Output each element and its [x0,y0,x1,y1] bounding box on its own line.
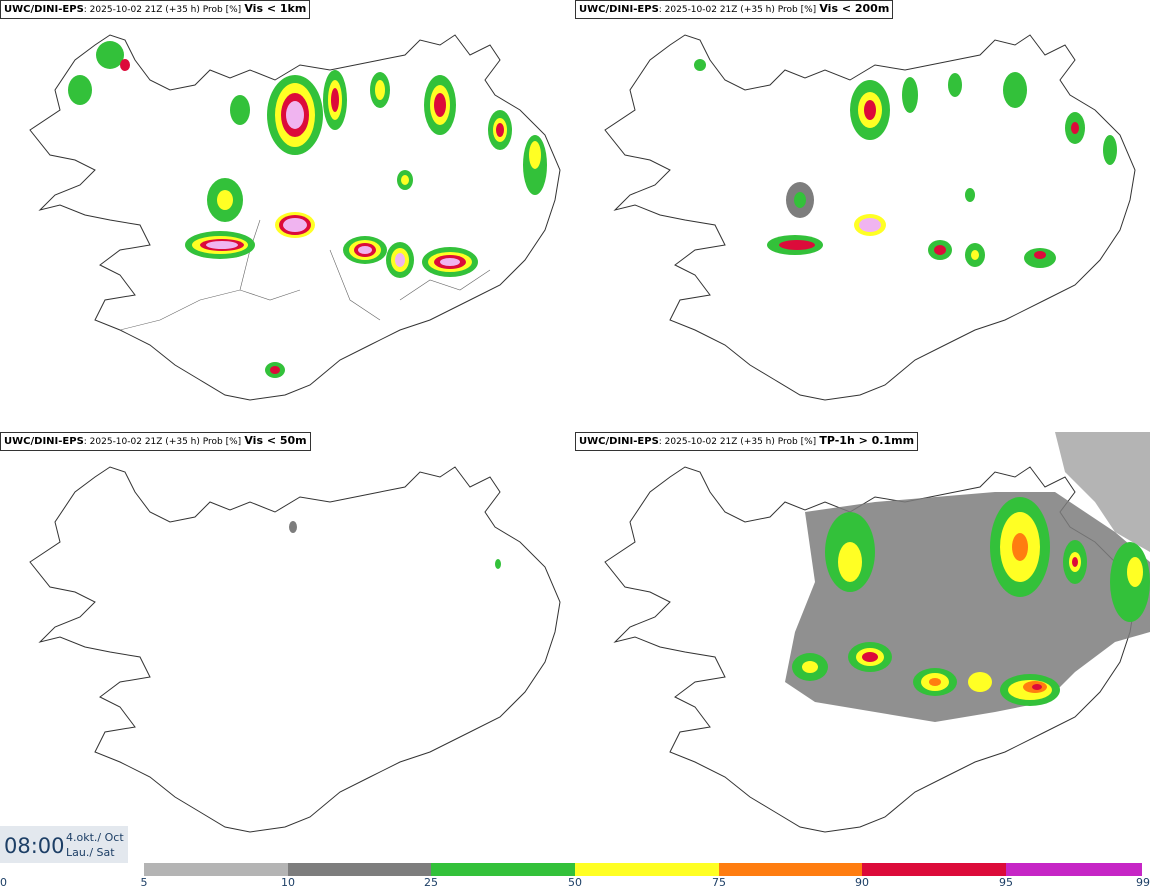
iceland-map [29,466,561,833]
map-panel-vis-50m: UWC/DINI-EPS: 2025-10-02 21Z (+35 h) Pro… [0,432,575,862]
colorbar-tick-label: 95 [999,876,1013,889]
valid-weekday: Lau./ Sat [66,846,115,859]
colorbar-segment [288,863,431,876]
colorbar-segment [144,863,288,876]
iceland-map [604,432,1150,833]
map-panel-vis-200m: UWC/DINI-EPS: 2025-10-02 21Z (+35 h) Pro… [575,0,1150,430]
colorbar-legend: 0 5 10 25 50 75 90 95 99 [0,862,1150,891]
colorbar-tick-label: 0 [0,876,7,889]
colorbar-segment [431,863,575,876]
map-panel-tp-1h: UWC/DINI-EPS: 2025-10-02 21Z (+35 h) Pro… [575,432,1150,862]
panel-title: UWC/DINI-EPS: 2025-10-02 21Z (+35 h) Pro… [575,432,919,451]
colorbar-segment [575,863,719,876]
map-panel-vis-1km: UWC/DINI-EPS: 2025-10-02 21Z (+35 h) Pro… [0,0,575,430]
colorbar-segment [1006,863,1142,876]
colorbar-segment [719,863,862,876]
colorbar-tick-label: 5 [140,876,148,889]
valid-time: 08:00 [4,834,65,858]
panel-title: UWC/DINI-EPS: 2025-10-02 21Z (+35 h) Pro… [0,0,311,19]
colorbar-tick-label: 25 [424,876,438,889]
iceland-map [29,34,561,401]
colorbar-tick-label: 75 [712,876,726,889]
colorbar-tick-label: 90 [855,876,869,889]
colorbar-segment [0,863,144,876]
iceland-map [604,34,1136,401]
colorbar-segment [862,863,1006,876]
panel-title: UWC/DINI-EPS: 2025-10-02 21Z (+35 h) Pro… [0,432,311,451]
colorbar-tick-label: 10 [281,876,295,889]
colorbar-tick-label: 99 [1136,876,1150,889]
valid-date: 4.okt./ Oct [66,831,124,844]
colorbar-tick-label: 50 [568,876,582,889]
valid-time-box: 08:00 4.okt./ Oct Lau./ Sat [0,826,128,864]
panel-title: UWC/DINI-EPS: 2025-10-02 21Z (+35 h) Pro… [575,0,894,19]
